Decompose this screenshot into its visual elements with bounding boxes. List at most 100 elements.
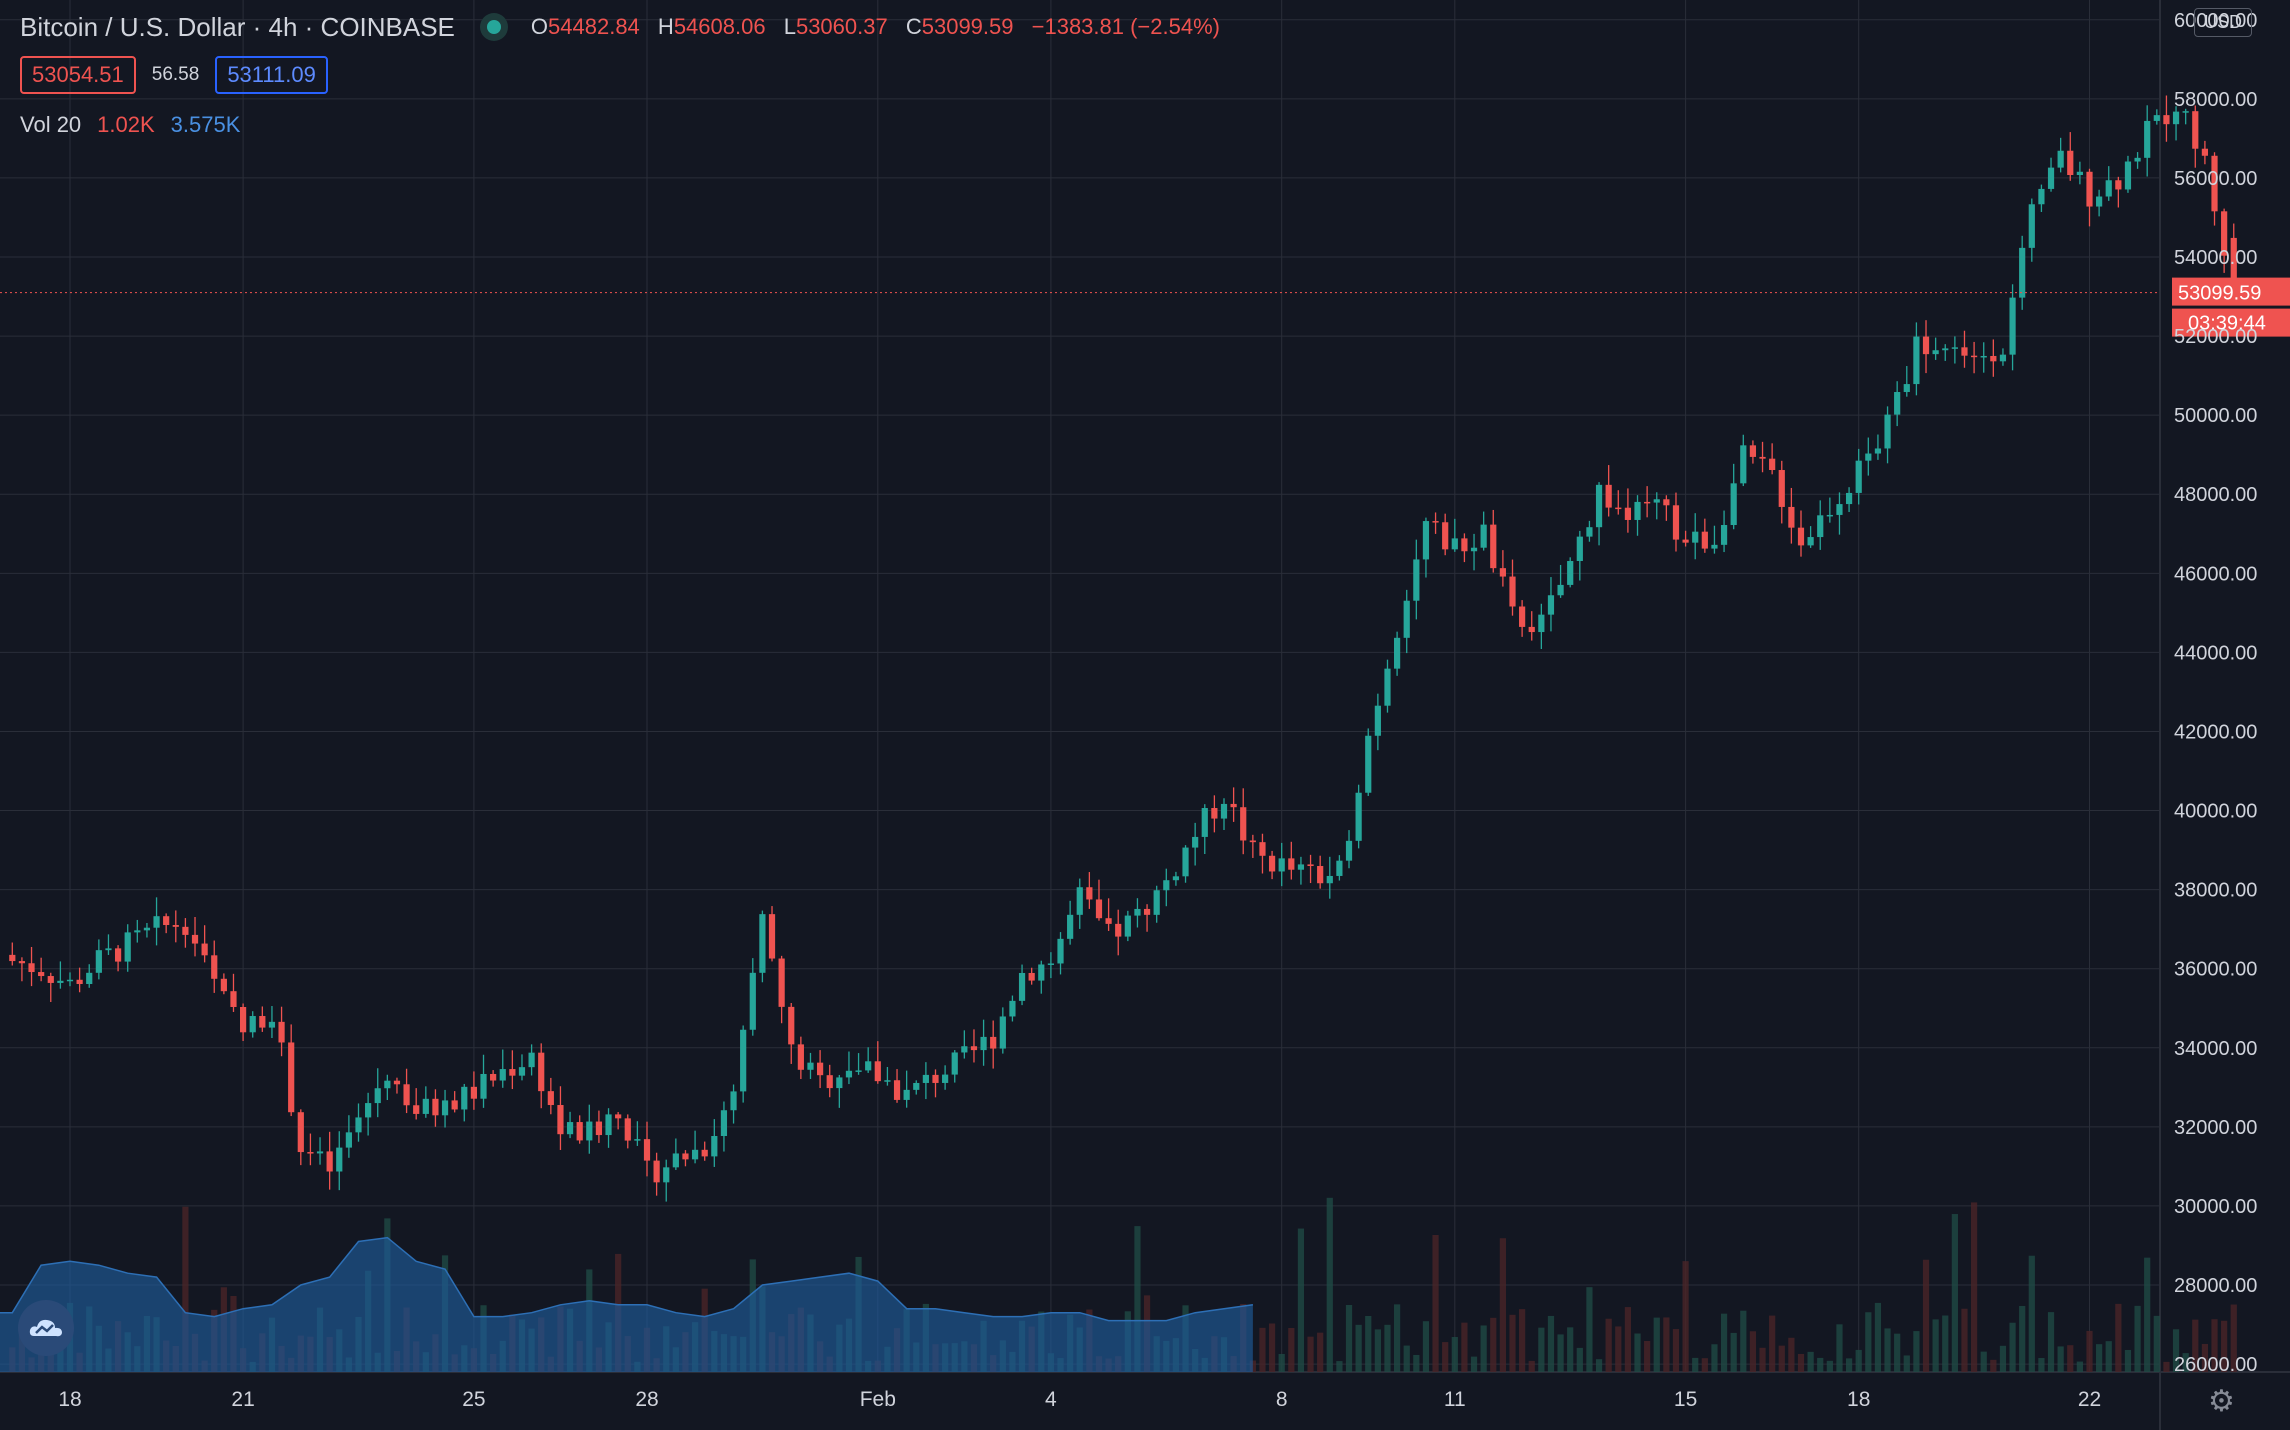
- candle-body: [2182, 111, 2189, 113]
- volume-bar: [1490, 1317, 1497, 1372]
- volume-bar: [1634, 1333, 1641, 1372]
- volume-bar: [2201, 1343, 2208, 1372]
- candle-body: [1384, 668, 1391, 706]
- candle-body: [1615, 507, 1622, 510]
- candle-body: [1249, 840, 1256, 843]
- price-axis-label: 26000.00: [2174, 1354, 2257, 1376]
- candle-body: [1547, 595, 1555, 615]
- candle-body: [2086, 171, 2093, 207]
- candle-body: [76, 979, 83, 985]
- candle-body: [1999, 354, 2007, 362]
- volume-bar: [1663, 1317, 1670, 1372]
- price-axis-label: 58000.00: [2174, 89, 2257, 111]
- candle-body: [66, 979, 74, 982]
- candle-body: [326, 1151, 333, 1172]
- volume-bar: [2019, 1305, 2026, 1372]
- candle-body: [2019, 247, 2026, 298]
- candle-body: [38, 972, 45, 977]
- candle-body: [509, 1069, 516, 1076]
- volume-bar: [1865, 1312, 1872, 1372]
- candle-body: [518, 1067, 526, 1076]
- candle-body: [2076, 171, 2083, 176]
- candle-body: [595, 1121, 603, 1136]
- candle-body: [884, 1080, 891, 1082]
- candle-body: [605, 1114, 612, 1136]
- candle-body: [1586, 527, 1593, 537]
- volume-legend[interactable]: Vol 20 1.02K 3.575K: [20, 112, 240, 138]
- candle-body: [336, 1147, 343, 1172]
- volume-bar: [2230, 1304, 2237, 1372]
- volume-bar: [1855, 1349, 1862, 1372]
- volume-bar: [2067, 1345, 2074, 1372]
- candle-body: [1028, 972, 1035, 981]
- volume-bar: [1413, 1354, 1420, 1372]
- candle-body: [797, 1044, 804, 1070]
- candle-body: [922, 1074, 929, 1083]
- candle-body: [1624, 507, 1631, 520]
- candle-body: [1557, 584, 1564, 596]
- candle-body: [1634, 501, 1641, 520]
- candle-body: [1778, 470, 1785, 507]
- candle-body: [297, 1112, 304, 1153]
- volume-bar: [1422, 1321, 1430, 1372]
- candle-body: [1288, 858, 1295, 870]
- candle-body: [672, 1153, 679, 1168]
- symbol-header[interactable]: Bitcoin / U.S. Dollar · 4h · COINBASE O5…: [20, 12, 1232, 42]
- candle-body: [980, 1036, 987, 1051]
- volume-bar: [2096, 1344, 2103, 1372]
- candle-body: [711, 1136, 718, 1157]
- cloud-logo-icon[interactable]: [18, 1300, 74, 1356]
- candle-body: [942, 1074, 949, 1083]
- candle-body: [1163, 880, 1170, 891]
- volume-bar: [1788, 1337, 1795, 1372]
- volume-bar: [1268, 1323, 1276, 1372]
- candle-body: [1268, 855, 1276, 872]
- candle-body: [1980, 355, 1987, 358]
- volume-bar: [1711, 1344, 1718, 1372]
- candle-body: [1211, 808, 1218, 819]
- symbol-title[interactable]: Bitcoin / U.S. Dollar · 4h · COINBASE: [20, 11, 455, 42]
- candle-body: [163, 916, 170, 926]
- candle-body: [422, 1098, 429, 1114]
- candle-body: [1470, 547, 1478, 552]
- time-axis-label: 21: [231, 1388, 254, 1411]
- candle-body: [461, 1086, 468, 1110]
- candle-body: [143, 927, 151, 931]
- candle-body: [586, 1121, 593, 1141]
- candle-body: [105, 948, 112, 951]
- buy-button[interactable]: 53111.09: [215, 56, 328, 94]
- candle-body: [1595, 484, 1603, 528]
- candle-body: [1672, 505, 1680, 540]
- candle-body: [1701, 531, 1708, 549]
- candle-body: [1480, 524, 1487, 548]
- candle-body: [1663, 499, 1670, 506]
- candle-body: [547, 1091, 554, 1106]
- time-axis-label: 18: [58, 1388, 81, 1411]
- candle-body: [1788, 506, 1795, 528]
- currency-button[interactable]: USD: [2194, 8, 2253, 37]
- candle-body: [355, 1117, 362, 1133]
- time-axis-label: Feb: [860, 1388, 896, 1411]
- gear-icon[interactable]: ⚙: [2208, 1385, 2235, 1418]
- candle-body: [643, 1139, 651, 1161]
- candle-body: [682, 1153, 689, 1160]
- candle-body: [172, 925, 179, 927]
- candle-body: [1461, 538, 1468, 552]
- candle-body: [1951, 347, 1958, 349]
- volume-bar: [2009, 1322, 2016, 1372]
- sell-button[interactable]: 53054.51: [20, 56, 136, 94]
- candle-body: [1509, 576, 1516, 607]
- candle-body: [2105, 180, 2112, 197]
- candle-body: [893, 1080, 901, 1100]
- volume-ma-value: 3.575K: [170, 112, 241, 137]
- candle-body: [1913, 336, 1920, 385]
- price-axis-label: 38000.00: [2174, 880, 2257, 902]
- volume-bar: [1297, 1228, 1305, 1372]
- volume-bar: [1932, 1319, 1939, 1372]
- candle-body: [1220, 803, 1228, 819]
- volume-bar: [1394, 1304, 1401, 1372]
- candle-body: [1884, 414, 1891, 449]
- candle-body: [374, 1088, 381, 1104]
- candle-body: [855, 1070, 862, 1072]
